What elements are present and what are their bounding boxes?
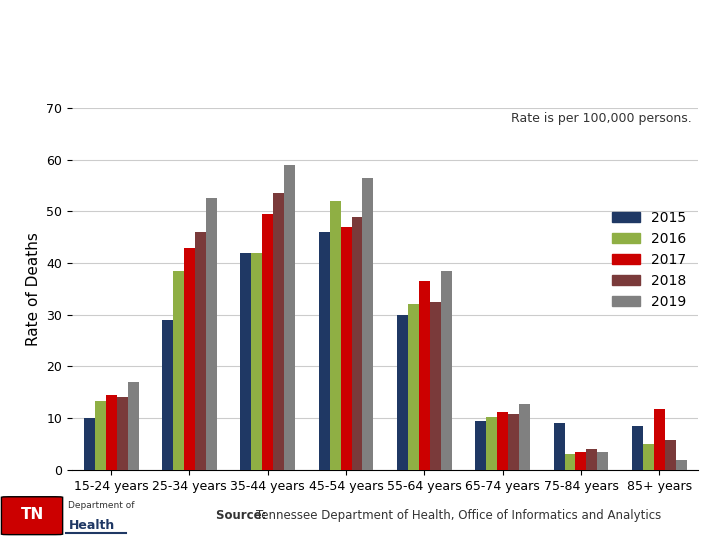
FancyBboxPatch shape [1, 497, 63, 535]
Text: Source:: Source: [216, 509, 271, 522]
Text: Tennessee Department of Health, Office of Informatics and Analytics: Tennessee Department of Health, Office o… [256, 509, 662, 522]
Bar [184, 247, 195, 470]
Bar [262, 214, 273, 470]
Text: TN: TN [21, 507, 44, 522]
Bar [575, 451, 586, 470]
Bar [95, 401, 106, 470]
Bar [84, 418, 95, 470]
Bar [397, 315, 408, 470]
Bar [519, 403, 530, 470]
Text: Health: Health [68, 519, 114, 532]
Bar [273, 193, 284, 470]
Bar [643, 444, 654, 470]
Bar [319, 232, 330, 470]
Bar [362, 178, 374, 470]
Bar [251, 253, 262, 470]
Bar [598, 451, 608, 470]
Bar [117, 397, 127, 470]
Text: All Drug Death ̲R̲a̲t̲e̲s̲ by Age Distribution,: All Drug Death ̲R̲a̲t̲e̲s̲ by Age Distri… [11, 24, 502, 45]
Bar [508, 415, 519, 470]
Bar [240, 253, 251, 470]
Bar [408, 305, 419, 470]
Bar [341, 227, 351, 470]
Text: Rate is per 100,000 persons.: Rate is per 100,000 persons. [511, 112, 692, 125]
Bar [665, 440, 675, 470]
Y-axis label: Rate of Deaths: Rate of Deaths [26, 232, 41, 346]
Bar [475, 421, 486, 470]
Bar [486, 416, 498, 470]
Text: Department of: Department of [68, 501, 135, 510]
Bar [554, 423, 564, 470]
Bar [173, 271, 184, 470]
Bar [206, 199, 217, 470]
Bar [419, 281, 430, 470]
Bar [564, 454, 575, 470]
Bar [106, 395, 117, 470]
Bar [498, 412, 508, 470]
Bar [195, 232, 206, 470]
Bar [351, 217, 362, 470]
Bar [127, 382, 138, 470]
Bar [654, 409, 665, 470]
Bar [586, 449, 598, 470]
Legend: 2015, 2016, 2017, 2018, 2019: 2015, 2016, 2017, 2018, 2019 [606, 205, 691, 314]
Bar [284, 165, 295, 470]
Bar [330, 201, 341, 470]
Bar [632, 426, 643, 470]
Bar [430, 302, 441, 470]
Text: 2015-2019: 2015-2019 [11, 70, 135, 90]
Bar [162, 320, 173, 470]
Bar [441, 271, 451, 470]
Bar [675, 461, 687, 470]
